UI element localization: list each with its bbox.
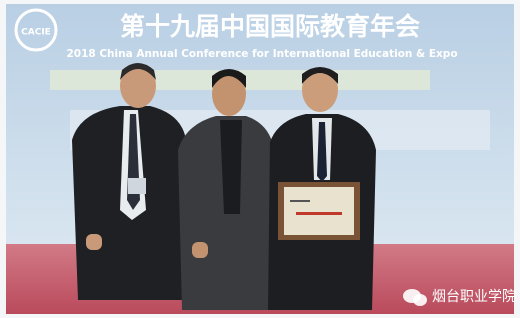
photo: CACIE 第十九届中国国际教育年会 2018 China Annual Con… <box>0 0 520 318</box>
page: CACIE 第十九届中国国际教育年会 2018 China Annual Con… <box>0 0 520 318</box>
logo-text: CACIE <box>21 28 51 38</box>
banner-title: 第十九届中国国际教育年会 <box>120 12 420 41</box>
banner-subtitle: 2018 China Annual Conference for Interna… <box>66 48 457 60</box>
watermark-text: 烟台职业学院 <box>432 289 516 305</box>
